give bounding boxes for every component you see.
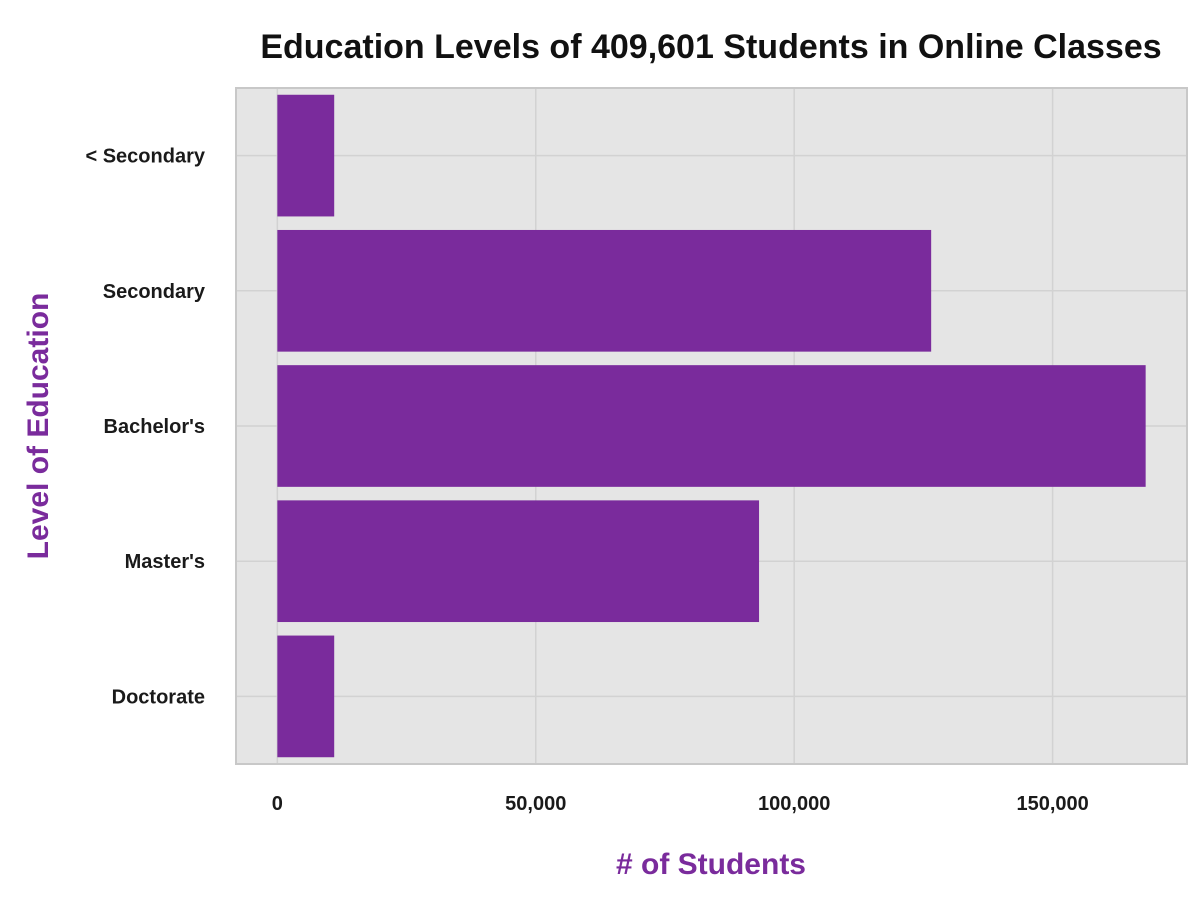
x-tick-label: 0 (272, 793, 283, 815)
chart-title: Education Levels of 409,601 Students in … (260, 28, 1161, 66)
bar (277, 500, 760, 623)
x-tick-label: 50,000 (505, 793, 566, 815)
bar (277, 229, 932, 352)
x-tick-labels: 0 50,000 100,000 150,000 (272, 793, 1089, 815)
x-tick-label: 100,000 (758, 793, 830, 815)
bar (277, 365, 1146, 487)
x-axis-label: # of Students (616, 848, 806, 881)
y-tick-label: Doctorate (112, 686, 205, 708)
y-tick-label: Master's (125, 551, 205, 573)
y-tick-label: Bachelor's (104, 416, 205, 438)
bar (277, 94, 335, 217)
x-tick-label: 150,000 (1016, 793, 1088, 815)
bars (277, 94, 1146, 758)
bar (277, 635, 335, 758)
y-tick-label: < Secondary (85, 146, 205, 168)
y-tick-label: Secondary (103, 281, 206, 303)
y-tick-labels: < Secondary Secondary Bachelor's Master's Do… (85, 146, 205, 709)
y-axis-label: Level of Education (22, 293, 55, 560)
